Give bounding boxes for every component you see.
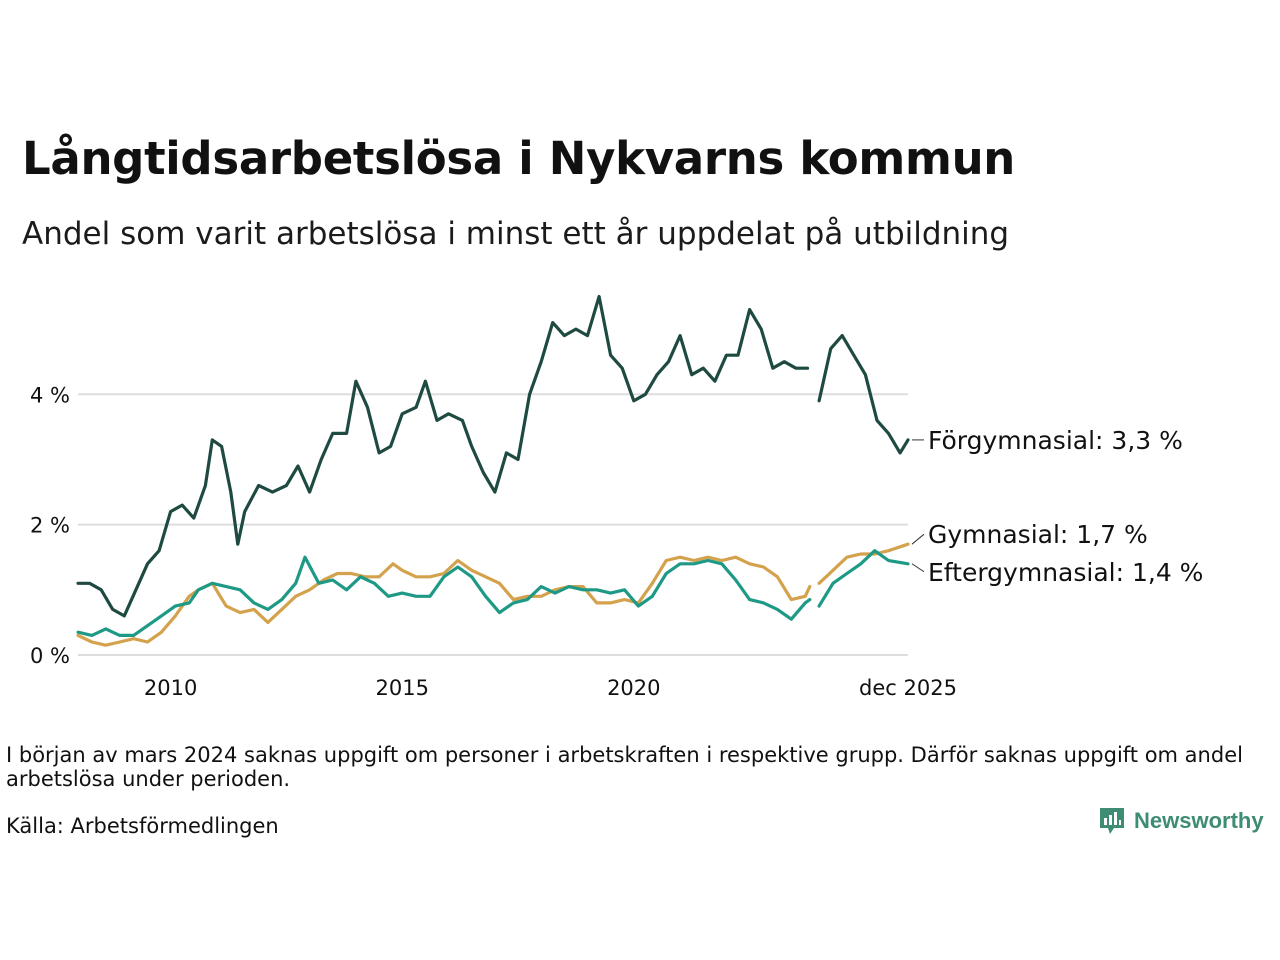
newsworthy-logo-icon [1100,808,1124,834]
series-line-eftergymnasial [817,549,910,608]
brand-logo[interactable]: Newsworthy [1098,806,1264,836]
end-label-leader [911,533,925,545]
source-note: Källa: Arbetsförmedlingen [6,814,279,838]
series-line-gymnasial [76,555,812,647]
series-line-frgymnasial [817,334,910,455]
x-tick-label: 2020 [607,676,660,700]
end-label-eftergymnasial: Eftergymnasial: 1,4 % [928,558,1203,587]
series-line-gymnasial [817,542,910,585]
series-line-frgymnasial [76,294,810,618]
y-tick-label: 2 % [30,514,70,538]
end-label-leader [911,563,925,573]
series-line-eftergymnasial [76,555,812,638]
footnote: I början av mars 2024 saknas uppgift om … [6,743,1243,791]
x-tick-label: 2010 [144,676,197,700]
chart-subtitle: Andel som varit arbetslösa i minst ett å… [22,216,1010,252]
line-chart: 0 % 2 % 4 % 2010 2015 2020 dec 2025 Förgymnasia… [30,294,1203,700]
end-label-frgymnasial: Förgymnasial: 3,3 % [928,426,1183,455]
brand-name: Newsworthy [1134,808,1264,833]
y-tick-label: 4 % [30,383,70,407]
chart-title: Långtidsarbetslösa i Nykvarns kommun [22,132,1016,185]
x-tick-label: 2015 [375,676,428,700]
x-tick-label: dec 2025 [859,676,957,700]
end-label-gymnasial: Gymnasial: 1,7 % [928,520,1148,549]
y-tick-label: 0 % [30,644,70,668]
